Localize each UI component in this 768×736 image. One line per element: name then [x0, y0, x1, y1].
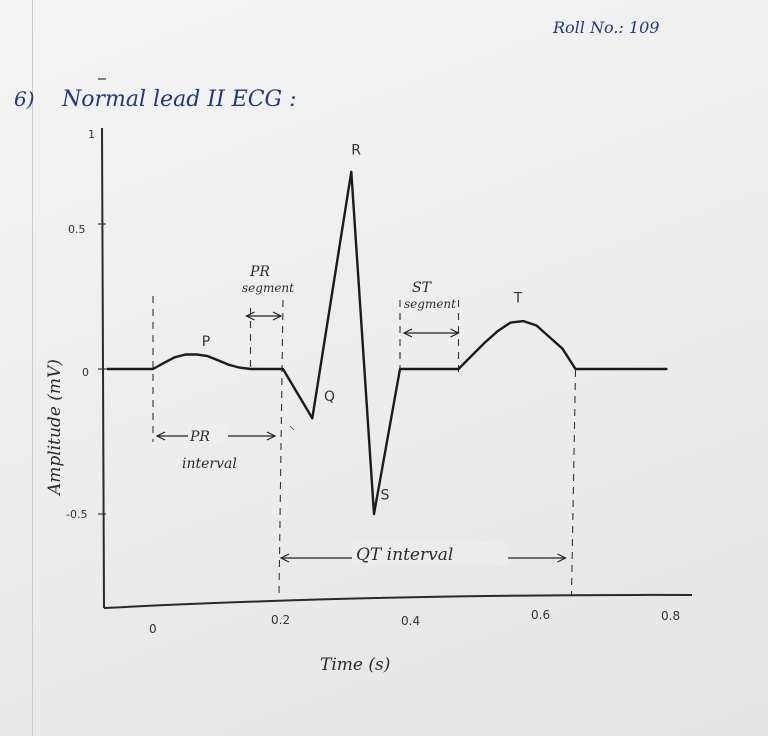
pr-segment-label: PR: [249, 264, 270, 280]
x-tick-label: 0: [149, 622, 157, 636]
question-number: 6): [14, 87, 35, 111]
y-tick-label: -0.5: [66, 508, 87, 521]
qt-interval-arrow-head-right: [557, 553, 567, 563]
x-tick-label: 0.2: [271, 613, 290, 627]
qt-interval-label-background: [352, 542, 508, 566]
y-tick-label: 1: [88, 128, 95, 141]
pr-segment-arrow-head-left: [245, 311, 255, 321]
y-tick-label: 0.5: [68, 223, 86, 236]
wave-label-t: T: [513, 290, 523, 306]
st-segment-arrow-head-right: [450, 328, 460, 338]
y-tick-label: 0: [82, 366, 89, 379]
pr-interval-arrow-head-left: [155, 431, 166, 441]
pr-interval-label-background: [188, 424, 228, 444]
guide-lines: [152, 296, 577, 596]
y-axis-line: [101, 127, 105, 609]
wave-label-q: Q: [324, 389, 335, 405]
x-tick-label: 0.6: [531, 608, 550, 622]
qt-interval-label: QT interval: [356, 545, 453, 565]
guide-dashed-line: [278, 299, 284, 596]
page-margin-line: [32, 0, 33, 736]
x-tick-label: 0.8: [661, 609, 680, 623]
axes: [101, 127, 693, 609]
roll-number: Roll No.: 109: [552, 18, 659, 37]
page-title: Normal lead II ECG :: [61, 87, 297, 112]
y-ticks: 1 0.5 0 -0.5: [66, 78, 106, 521]
x-axis-line: [103, 593, 693, 609]
series-layer: [106, 170, 668, 516]
x-ticks: 0 0.2 0.4 0.6 0.8: [149, 608, 680, 636]
q-point-marker: [289, 425, 295, 431]
wave-label-p: P: [202, 334, 210, 350]
pr-segment-arrow-head-right: [272, 311, 283, 321]
x-axis-label: Time (s): [320, 655, 390, 675]
wave-label-s: S: [381, 488, 390, 504]
st-segment-label: ST: [412, 280, 433, 296]
pr-segment-sublabel: segment: [242, 281, 294, 295]
x-tick-label: 0.4: [401, 614, 420, 628]
ecg-trace: [106, 170, 668, 516]
qt-interval-arrow-head-left: [279, 553, 290, 563]
pr-interval-label: PR: [189, 429, 210, 445]
st-segment-sublabel: segment: [404, 297, 456, 311]
st-segment-arrow-head-left: [402, 328, 413, 338]
guide-dashed-line: [570, 369, 577, 596]
pr-interval-arrow-head-right: [266, 431, 277, 441]
y-axis-label: Amplitude (mV): [45, 359, 65, 497]
wave-label-r: R: [351, 142, 361, 158]
pr-interval-sublabel: interval: [182, 456, 237, 472]
